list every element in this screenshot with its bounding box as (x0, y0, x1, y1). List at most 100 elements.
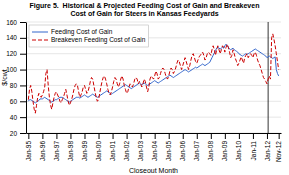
grid-line (26, 133, 281, 134)
x-tick-mark (197, 133, 198, 139)
y-tick-mark (20, 54, 26, 55)
x-tick-mark (84, 133, 85, 139)
grid (26, 22, 281, 133)
x-tick: Jan-08 (207, 133, 214, 161)
x-tick-mark (42, 133, 43, 139)
grid-line (26, 101, 281, 102)
x-tick-mark (279, 133, 280, 139)
title: Figure 5. Historical & Projected Feeding… (30, 2, 260, 10)
grid-line (26, 69, 281, 70)
grid-line (26, 22, 281, 23)
x-tick: Jan-98 (67, 133, 74, 161)
y-tick-label: 20 (10, 130, 18, 137)
grid-line (26, 53, 281, 54)
x-tick: Jan-00 (95, 133, 102, 161)
x-tick-label: Jan-05 (165, 141, 172, 161)
x-tick: Jan-04 (151, 133, 158, 161)
x-axis-line (27, 133, 282, 134)
legend: Feeding Cost of GainBreakeven Feeding Co… (29, 25, 149, 47)
x-tick-mark (113, 133, 114, 139)
y-tick-label: 120 (6, 50, 17, 57)
x-tick-label: Jan-04 (151, 141, 158, 161)
y-tick: 120 (6, 50, 26, 57)
legend-item: Breakeven Feeding Cost of Gain (32, 36, 146, 44)
x-tick-mark (169, 133, 170, 139)
x-tick: Jan-10 (235, 133, 242, 161)
x-tick-label: Jan-06 (179, 141, 186, 161)
x-tick: Jan-03 (137, 133, 144, 161)
legend-label: Feeding Cost of Gain (51, 28, 113, 36)
legend-box (29, 25, 149, 47)
x-tick: Jan-07 (193, 133, 200, 161)
x-tick-label: Jan-00 (95, 141, 102, 161)
y-tick: 140 (6, 34, 26, 41)
x-tick-mark (141, 133, 142, 139)
legend-label: Breakeven Feeding Cost of Gain (51, 36, 146, 44)
x-tick: Jan-12 (264, 133, 271, 161)
x-tick-mark (127, 133, 128, 139)
y-tick: 20 (10, 130, 26, 137)
y-tick-mark (20, 70, 26, 71)
y-tick-mark (20, 117, 26, 118)
y-tick-mark (20, 101, 26, 102)
x-tick: Jan-95 (25, 133, 32, 161)
x-tick: Jan-11 (250, 133, 257, 160)
x-tick: Jan-01 (109, 133, 116, 161)
y-tick-label: 160 (6, 19, 17, 26)
y-tick-label: 40 (10, 114, 18, 121)
y-tick-mark (20, 85, 26, 86)
y-axis-label: $/cwt (1, 69, 8, 85)
x-tick-label: Jan-97 (53, 141, 60, 161)
title-group: Figure 5. Historical & Projected Feeding… (30, 2, 260, 18)
x-tick-label: Jan-96 (39, 141, 46, 161)
legend-item: Feeding Cost of Gain (32, 28, 113, 36)
y-axis: 20 40 60 80 100 120 140 160 (6, 19, 26, 137)
y-tick-label: 60 (10, 98, 18, 105)
x-axis: Jan-95 Jan-96 Jan-97 Jan-98 Jan-99 Jan-00 Jan-… (25, 133, 282, 162)
y-tick: 80 (10, 82, 26, 89)
x-tick-label: Jan-08 (207, 141, 214, 161)
y-tick: 160 (6, 19, 26, 26)
x-tick-label: Jan-01 (109, 141, 116, 161)
x-tick-label: Jan-10 (235, 141, 242, 161)
x-tick: Jan-09 (221, 133, 228, 161)
x-tick-label: Nov-12 (275, 141, 282, 162)
x-tick-mark (155, 133, 156, 139)
x-tick-label: Jan-11 (250, 141, 257, 161)
x-tick: Nov-12 (275, 133, 282, 162)
x-tick-mark (225, 133, 226, 139)
y-tick: 40 (10, 114, 26, 121)
x-tick-mark (239, 133, 240, 139)
x-axis-label: Closeout Month (129, 167, 178, 174)
x-tick-mark (211, 133, 212, 139)
marks (28, 22, 278, 133)
x-tick: Jan-97 (53, 133, 60, 161)
x-tick-label: Jan-95 (25, 141, 32, 161)
x-tick: Jan-99 (81, 133, 88, 161)
plot: Jan-95 Jan-96 Jan-97 Jan-98 Jan-99 Jan-00 Jan-… (6, 19, 282, 162)
y-tick-mark (20, 38, 26, 39)
x-tick-label: Jan-99 (81, 141, 88, 161)
x-tick-mark (56, 133, 57, 139)
x-tick-mark (70, 133, 71, 139)
y-axis-line (26, 23, 27, 134)
x-tick-label: Jan-03 (137, 141, 144, 161)
legend-swatch (32, 40, 48, 41)
series-line (28, 44, 278, 103)
grid-line (26, 85, 281, 86)
x-tick: Jan-06 (179, 133, 186, 161)
y-tick: 100 (6, 66, 26, 73)
x-tick-mark (267, 133, 268, 139)
y-tick-mark (20, 22, 26, 23)
grid-line (26, 117, 281, 118)
legend-swatch (32, 32, 48, 33)
x-tick-label: Jan-98 (67, 141, 74, 161)
y-tick-label: 140 (6, 34, 17, 41)
x-tick: Jan-05 (165, 133, 172, 161)
x-tick-mark (253, 133, 254, 139)
x-tick-label: Jan-02 (123, 141, 130, 161)
x-tick-mark (183, 133, 184, 139)
x-tick-label: Jan-09 (221, 141, 228, 161)
y-tick-label: 80 (10, 82, 18, 89)
chart: Figure 5. Historical & Projected Feeding… (0, 0, 289, 175)
